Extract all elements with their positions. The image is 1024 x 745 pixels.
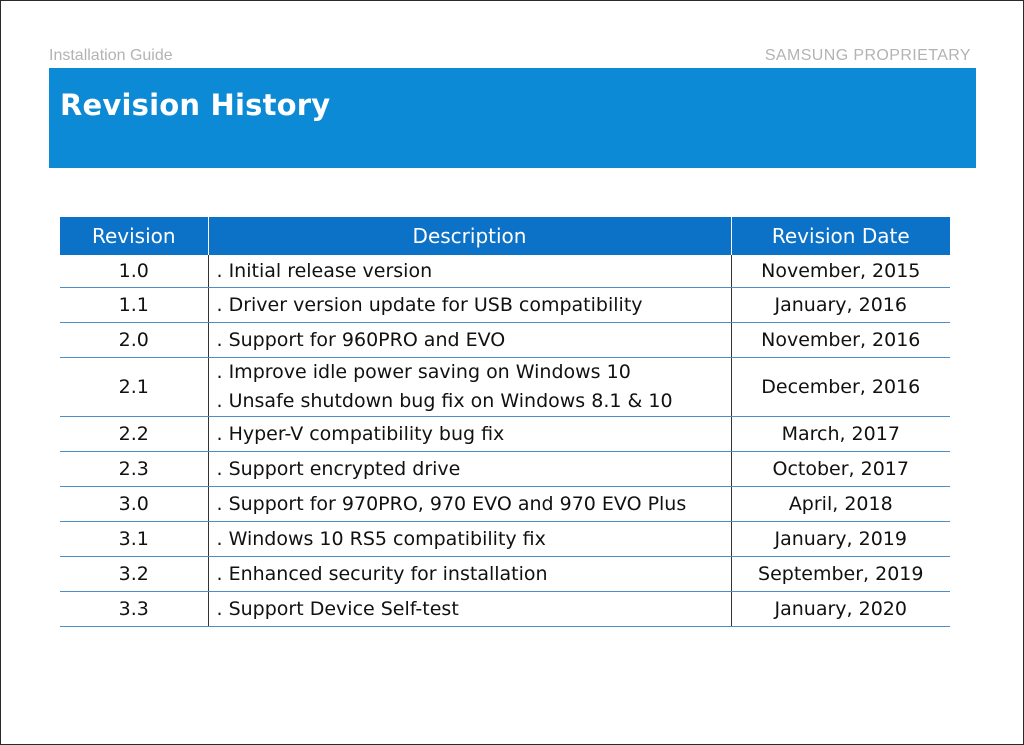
table-row: 3.0 . Support for 970PRO, 970 EVO and 970… bbox=[60, 486, 950, 522]
description-line: . Support Device Self-test bbox=[216, 597, 459, 620]
description-cell: . Enhanced security for installation bbox=[208, 556, 732, 592]
table-row: 2.1 . Improve idle power saving on Window… bbox=[60, 357, 950, 417]
description-line: . Hyper-V compatibility bug fix bbox=[216, 422, 505, 445]
revision-date-cell: April, 2018 bbox=[731, 486, 950, 522]
header-proprietary-label: SAMSUNG PROPRIETARY bbox=[764, 47, 971, 64]
description-cell: . Support Device Self-test bbox=[208, 591, 732, 627]
table-row: 3.2 . Enhanced security for installation S… bbox=[60, 556, 950, 592]
table-row: 2.3 . Support encrypted drive October, 201… bbox=[60, 451, 950, 487]
description-line: . Support encrypted drive bbox=[216, 457, 461, 480]
revision-number-cell: 2.1 bbox=[60, 357, 209, 417]
description-line: . Support for 970PRO, 970 EVO and 970 EV… bbox=[216, 492, 687, 515]
title-banner: Revision History bbox=[49, 68, 976, 168]
column-header-revision: Revision bbox=[60, 217, 208, 255]
description-cell: . Driver version update for USB compatib… bbox=[208, 287, 732, 323]
revision-number-cell: 2.2 bbox=[60, 416, 209, 452]
table-row: 3.1 . Windows 10 RS5 compatibility fix Jan… bbox=[60, 521, 950, 557]
revision-date-cell: November, 2015 bbox=[731, 255, 950, 288]
table-row: 3.3 . Support Device Self-test January, 20… bbox=[60, 591, 950, 627]
description-cell: . Support for 960PRO and EVO bbox=[208, 322, 732, 358]
revision-date-cell: January, 2020 bbox=[731, 591, 950, 627]
revision-number-cell: 1.1 bbox=[60, 287, 209, 323]
table-row: 2.2 . Hyper-V compatibility bug fix March,… bbox=[60, 416, 950, 452]
revision-number-cell: 3.0 bbox=[60, 486, 209, 522]
description-line: . Enhanced security for installation bbox=[216, 562, 548, 585]
page-title: Revision History bbox=[60, 88, 331, 122]
table-header-row: Revision Description Revision Date bbox=[60, 217, 950, 255]
revision-number-cell: 2.3 bbox=[60, 451, 209, 487]
description-line: . Improve idle power saving on Windows 1… bbox=[216, 361, 631, 383]
revision-date-cell: January, 2016 bbox=[731, 287, 950, 323]
revision-date-cell: December, 2016 bbox=[731, 357, 950, 417]
description-line: . Support for 960PRO and EVO bbox=[216, 328, 506, 351]
description-cell: . Support for 970PRO, 970 EVO and 970 EV… bbox=[208, 486, 732, 522]
revision-date-cell: September, 2019 bbox=[731, 556, 950, 592]
revision-number-cell: 2.0 bbox=[60, 322, 209, 358]
table-row: 1.1 . Driver version update for USB compa… bbox=[60, 287, 950, 323]
description-cell: . Hyper-V compatibility bug fix bbox=[208, 416, 732, 452]
description-cell: . Improve idle power saving on Windows 1… bbox=[208, 357, 732, 417]
revision-number-cell: 1.0 bbox=[60, 255, 209, 288]
description-line: . Windows 10 RS5 compatibility fix bbox=[216, 527, 546, 550]
revision-date-cell: March, 2017 bbox=[731, 416, 950, 452]
revision-history-table: Revision Description Revision Date 1.0 . … bbox=[60, 217, 950, 627]
description-cell: . Windows 10 RS5 compatibility fix bbox=[208, 521, 732, 557]
revision-date-cell: November, 2016 bbox=[731, 322, 950, 358]
revision-number-cell: 3.1 bbox=[60, 521, 209, 557]
document-header: Installation Guide SAMSUNG PROPRIETARY bbox=[49, 45, 971, 67]
revision-date-cell: January, 2019 bbox=[731, 521, 950, 557]
table-row: 1.0 . Initial release version November, 20… bbox=[60, 255, 950, 288]
description-line: . Initial release version bbox=[216, 259, 433, 282]
revision-number-cell: 3.3 bbox=[60, 591, 209, 627]
description-line: . Unsafe shutdown bug fix on Windows 8.1… bbox=[216, 390, 673, 412]
revision-date-cell: October, 2017 bbox=[731, 451, 950, 487]
revision-number-cell: 3.2 bbox=[60, 556, 209, 592]
description-cell: . Initial release version bbox=[208, 255, 732, 288]
column-header-description: Description bbox=[207, 217, 731, 255]
header-guide-label: Installation Guide bbox=[49, 47, 173, 64]
table-body: 1.0 . Initial release version November, 20… bbox=[60, 255, 950, 627]
description-line: . Driver version update for USB compatib… bbox=[216, 293, 643, 316]
description-cell: . Support encrypted drive bbox=[208, 451, 732, 487]
column-header-revision-date: Revision Date bbox=[730, 217, 950, 255]
table-row: 2.0 . Support for 960PRO and EVO November,… bbox=[60, 322, 950, 358]
